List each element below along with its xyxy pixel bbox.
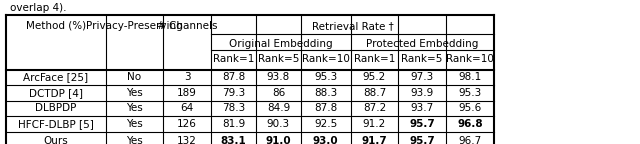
Text: 95.3: 95.3 — [314, 72, 337, 82]
Text: 91.7: 91.7 — [362, 136, 387, 144]
Text: 92.5: 92.5 — [314, 119, 337, 129]
Text: Retrieval Rate †: Retrieval Rate † — [312, 21, 394, 31]
Text: Yes: Yes — [126, 136, 143, 144]
Text: 95.3: 95.3 — [458, 88, 482, 98]
Text: Rank=10: Rank=10 — [446, 54, 494, 64]
Text: 91.0: 91.0 — [266, 136, 291, 144]
Text: 64: 64 — [180, 103, 194, 113]
Text: Rank=1: Rank=1 — [354, 54, 395, 64]
Text: Rank=10: Rank=10 — [302, 54, 349, 64]
Text: 86: 86 — [272, 88, 285, 98]
Text: 3: 3 — [184, 72, 191, 82]
Text: DLBPDP: DLBPDP — [35, 103, 77, 113]
Text: 79.3: 79.3 — [222, 88, 245, 98]
Text: Rank=5: Rank=5 — [401, 54, 443, 64]
Text: # Channels: # Channels — [157, 21, 218, 31]
Text: 95.2: 95.2 — [363, 72, 386, 82]
Text: 189: 189 — [177, 88, 197, 98]
Text: 93.0: 93.0 — [313, 136, 339, 144]
Text: 87.8: 87.8 — [314, 103, 337, 113]
Text: 78.3: 78.3 — [222, 103, 245, 113]
Text: 90.3: 90.3 — [267, 119, 290, 129]
Text: 95.7: 95.7 — [409, 136, 435, 144]
Text: No: No — [127, 72, 141, 82]
Text: 95.6: 95.6 — [458, 103, 482, 113]
Text: Yes: Yes — [126, 103, 143, 113]
Text: Method (%): Method (%) — [26, 21, 86, 31]
Text: HFCF-DLBP [5]: HFCF-DLBP [5] — [18, 119, 94, 129]
Text: 87.8: 87.8 — [222, 72, 245, 82]
Text: DCTDP [4]: DCTDP [4] — [29, 88, 83, 98]
Text: 81.9: 81.9 — [222, 119, 245, 129]
Text: 83.1: 83.1 — [221, 136, 246, 144]
Text: Protected Embedding: Protected Embedding — [366, 39, 479, 49]
Text: 91.2: 91.2 — [363, 119, 386, 129]
Text: 93.7: 93.7 — [410, 103, 434, 113]
Text: Rank=1: Rank=1 — [213, 54, 254, 64]
Text: 95.7: 95.7 — [409, 119, 435, 129]
Text: Rank=5: Rank=5 — [258, 54, 299, 64]
Text: Yes: Yes — [126, 88, 143, 98]
Text: overlap 4).: overlap 4). — [10, 3, 66, 13]
Text: Privacy-Preserving: Privacy-Preserving — [86, 21, 183, 31]
Text: 132: 132 — [177, 136, 197, 144]
Text: ArcFace [25]: ArcFace [25] — [24, 72, 88, 82]
Text: 126: 126 — [177, 119, 197, 129]
Text: 96.7: 96.7 — [458, 136, 482, 144]
Text: 96.8: 96.8 — [457, 119, 483, 129]
Text: Original Embedding: Original Embedding — [229, 39, 333, 49]
Text: Ours: Ours — [44, 136, 68, 144]
Text: 93.9: 93.9 — [410, 88, 434, 98]
Text: Yes: Yes — [126, 119, 143, 129]
Text: 93.8: 93.8 — [267, 72, 290, 82]
Text: 97.3: 97.3 — [410, 72, 434, 82]
Text: 88.7: 88.7 — [363, 88, 386, 98]
Text: 98.1: 98.1 — [458, 72, 482, 82]
Text: 88.3: 88.3 — [314, 88, 337, 98]
Text: 84.9: 84.9 — [267, 103, 290, 113]
Text: 87.2: 87.2 — [363, 103, 386, 113]
